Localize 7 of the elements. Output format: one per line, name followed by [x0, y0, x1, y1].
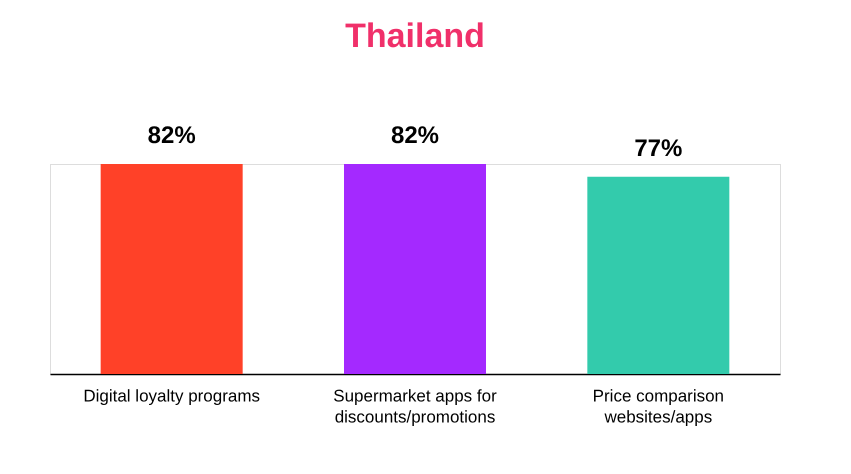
x-tick-label: Supermarket apps for discounts/promotions — [333, 386, 498, 426]
x-tick-label: Price comparison websites/apps — [592, 386, 724, 426]
data-label: 82% — [390, 122, 440, 149]
data-label: 82% — [148, 122, 196, 149]
data-label: 77% — [634, 134, 682, 162]
x-tick-label: Digital loyalty programs — [83, 386, 260, 406]
chart-title: Thailand — [345, 17, 485, 55]
